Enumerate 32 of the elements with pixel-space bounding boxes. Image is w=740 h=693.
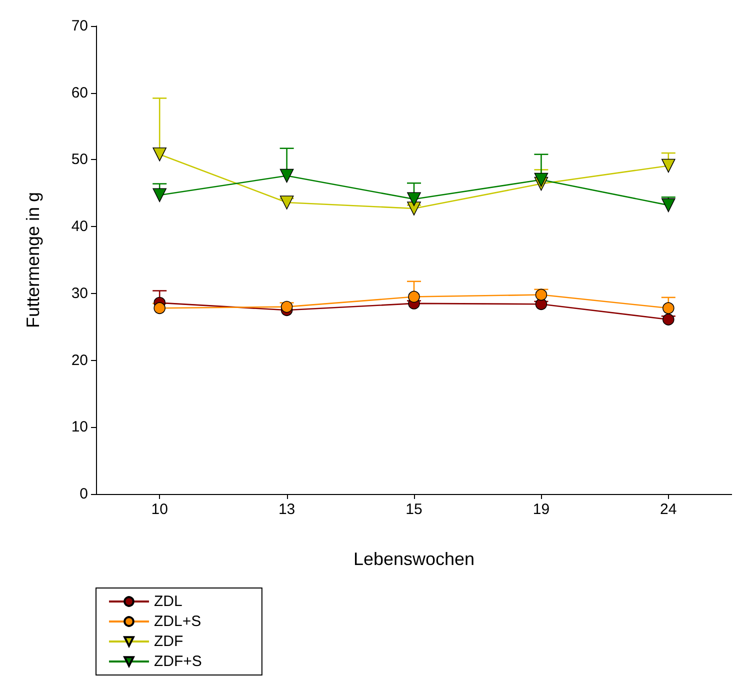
point <box>662 314 674 326</box>
y-tick-label: 10 <box>71 418 88 436</box>
legend-label: ZDL <box>154 593 182 610</box>
point <box>280 300 293 313</box>
legend-label: ZDL+S <box>154 613 202 630</box>
legend-label: ZDF <box>154 633 184 650</box>
y-tick-label: 20 <box>71 352 88 369</box>
y-axis-title: Futtermenge in g <box>23 192 43 328</box>
x-tick-label: 15 <box>406 501 422 518</box>
point <box>152 147 166 162</box>
x-axis-title: Lebenswochen <box>353 549 475 569</box>
x-tick-label: 13 <box>278 501 296 518</box>
point <box>408 290 420 303</box>
point <box>152 188 166 202</box>
point <box>535 288 548 301</box>
y-tick-label: 40 <box>71 218 88 236</box>
y-tick-label: 60 <box>71 84 88 102</box>
point <box>662 302 674 314</box>
y-tick-label: 50 <box>71 151 88 168</box>
x-tick-label: 24 <box>660 501 677 518</box>
point <box>534 172 548 187</box>
point <box>280 168 294 183</box>
legend-label: ZDF+S <box>154 653 202 670</box>
point <box>154 302 166 314</box>
point <box>407 192 421 206</box>
y-tick-label: 0 <box>80 486 88 502</box>
x-tick-label: 19 <box>532 501 550 518</box>
x-tick-label: 10 <box>151 501 168 518</box>
y-tick-label: 70 <box>71 18 88 34</box>
y-tick-label: 30 <box>71 284 88 302</box>
point <box>662 158 676 173</box>
point <box>280 196 294 210</box>
